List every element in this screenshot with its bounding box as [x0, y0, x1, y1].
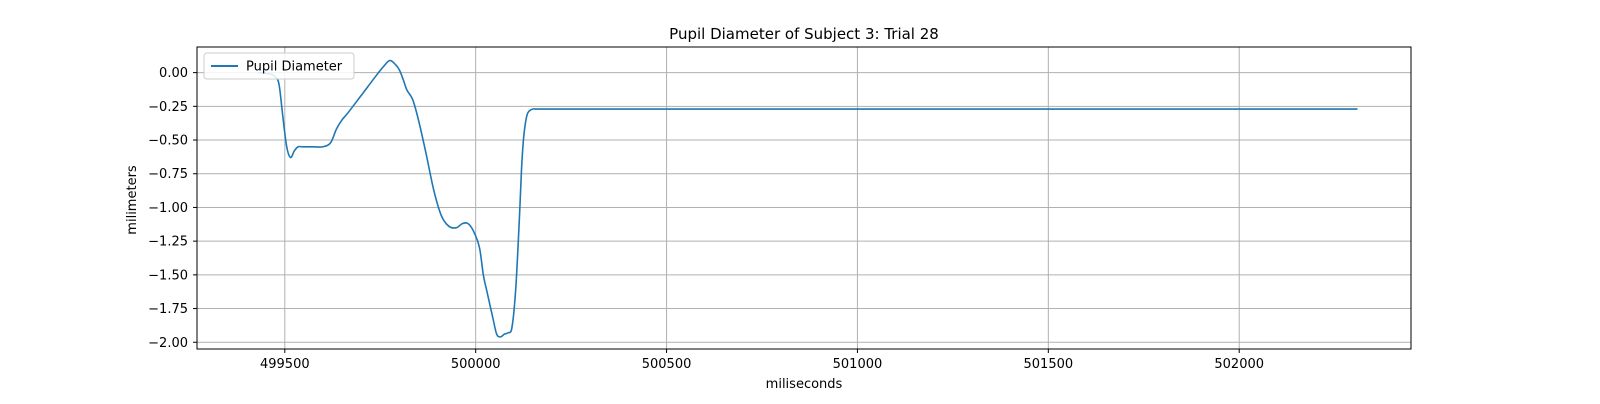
x-tick-label: 501500	[1024, 357, 1074, 372]
x-tick-label: 500000	[451, 357, 501, 372]
y-tick-label: −1.25	[148, 235, 188, 250]
legend-frame	[203, 52, 355, 80]
x-tick-label: 500500	[642, 357, 692, 372]
chart-title: Pupil Diameter of Subject 3: Trial 28	[669, 25, 939, 43]
x-tick-label: 499500	[260, 357, 310, 372]
plot-frame	[196, 46, 1412, 350]
grid-lines	[197, 47, 1411, 349]
legend: Pupil Diameter	[203, 52, 355, 80]
series-line-pupil-diameter	[257, 59, 1358, 338]
y-tick-label: −1.50	[148, 268, 188, 283]
y-tick-label: −0.25	[148, 100, 188, 115]
series-layer	[257, 59, 1358, 338]
x-axis-label: miliseconds	[766, 377, 843, 392]
y-tick-label: −0.50	[148, 134, 188, 149]
y-tick-label: −1.00	[148, 201, 188, 216]
y-tick-label: −1.75	[148, 302, 188, 317]
y-tick-label: −2.00	[148, 336, 188, 351]
legend-label-pupil-diameter: Pupil Diameter	[246, 60, 343, 75]
y-tick-label: 0.00	[159, 66, 188, 81]
x-tick-label: 502000	[1214, 357, 1264, 372]
y-tick-label: −0.75	[148, 167, 188, 182]
axis-ticks: 499500 500000 500500 501000 501500 502000 0.00…	[148, 66, 1264, 372]
y-axis-label: milimeters	[125, 165, 140, 235]
x-tick-label: 501000	[833, 357, 883, 372]
